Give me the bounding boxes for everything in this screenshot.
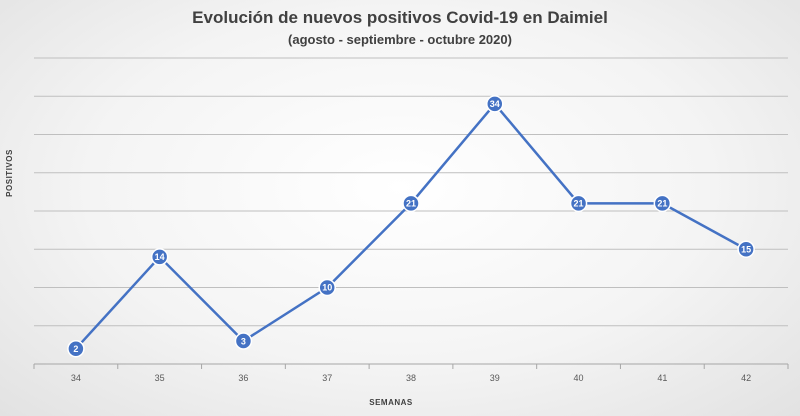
x-axis-label: SEMANAS: [369, 398, 413, 407]
data-label: 3: [241, 336, 246, 346]
x-tick-labels: 34 35 36 37 38 39 40 41 42: [33, 364, 789, 383]
data-markers: 2 14 3 10 21 34 21 21 15: [67, 95, 755, 358]
data-point: [318, 278, 336, 297]
data-point: [67, 339, 85, 358]
data-point: [150, 248, 169, 266]
x-tick-label: 34: [71, 373, 81, 383]
y-axis-label: POSITIVOS: [5, 149, 14, 197]
chart-subtitle: (agosto - septiembre - octubre 2020): [288, 32, 512, 47]
data-label: 14: [155, 252, 165, 262]
data-point: [737, 240, 755, 258]
data-label: 2: [73, 344, 78, 354]
chart-title: Evolución de nuevos positivos Covid-19 e…: [192, 8, 608, 27]
x-tick-label: 37: [322, 373, 332, 383]
x-tick-label: 40: [574, 373, 584, 383]
data-point: [402, 194, 420, 213]
data-label: 15: [741, 244, 751, 254]
data-label: 21: [657, 199, 667, 209]
x-tick-label: 38: [406, 373, 416, 383]
series-line: [74, 101, 747, 350]
data-label: 21: [574, 199, 584, 209]
x-tick-label: 42: [741, 373, 751, 383]
x-tick-label: 41: [657, 373, 667, 383]
data-label: 34: [490, 99, 500, 109]
x-tick-label: 36: [238, 373, 248, 383]
data-point: [486, 95, 504, 113]
data-label: 10: [322, 283, 332, 293]
x-tick-label: 35: [155, 373, 165, 383]
data-point: [653, 194, 672, 213]
data-point: [234, 332, 253, 350]
data-point: [569, 194, 588, 213]
gridlines: [34, 57, 788, 327]
data-label: 21: [406, 199, 416, 209]
x-tick-label: 39: [490, 373, 500, 383]
